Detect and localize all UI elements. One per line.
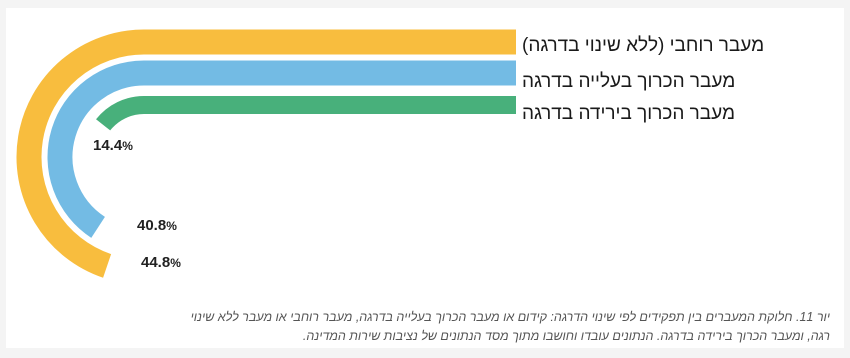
value-label-promotion: 40.8% bbox=[137, 217, 177, 234]
value-number-promotion: 40.8 bbox=[137, 217, 167, 234]
radial-bar-chart bbox=[16, 29, 516, 278]
value-label-lateral: 44.8% bbox=[141, 254, 181, 271]
legend-label-promotion: מעבר הכרוך בעלייה בדרגה bbox=[522, 71, 736, 92]
radial-bar-demotion bbox=[96, 96, 516, 131]
caption-line-2: רגה, ומעבר הכרוך בירידה בדרגה. הנתונים ע… bbox=[302, 329, 830, 343]
figure-caption: יור 11. חלוקת המעברים בין תפקידים לפי שי… bbox=[10, 308, 830, 346]
radial-bar-promotion bbox=[47, 60, 516, 238]
radial-bar-lateral bbox=[16, 29, 516, 278]
value-unit-demotion: % bbox=[122, 139, 133, 153]
chart-frame: מעבר רוחבי (ללא שינוי בדרגה) מעבר הכרוך … bbox=[6, 8, 844, 348]
value-number-demotion: 14.4 bbox=[93, 137, 123, 154]
value-unit-lateral: % bbox=[170, 256, 181, 270]
value-unit-promotion: % bbox=[166, 219, 177, 233]
legend-label-demotion: מעבר הכרוך בירידה בדרגה bbox=[522, 103, 736, 124]
caption-line-1: יור 11. חלוקת המעברים בין תפקידים לפי שי… bbox=[190, 310, 830, 324]
value-number-lateral: 44.8 bbox=[141, 254, 171, 271]
legend-label-lateral: מעבר רוחבי (ללא שינוי בדרגה) bbox=[522, 35, 765, 56]
value-label-demotion: 14.4% bbox=[93, 137, 133, 154]
